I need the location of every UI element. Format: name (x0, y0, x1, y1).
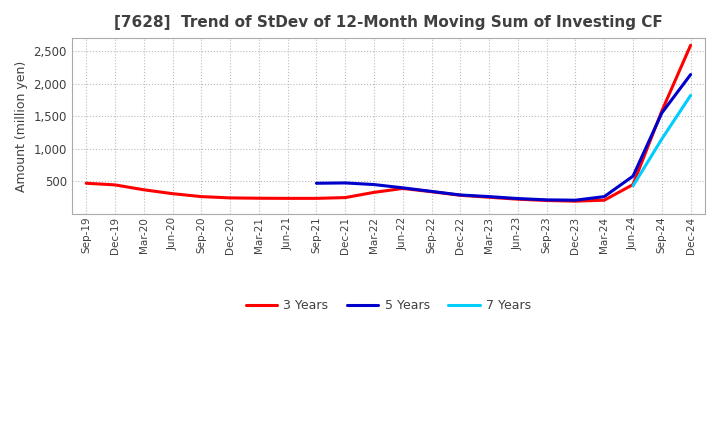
3 Years (284, 196, 292, 201)
5 Years (600, 194, 608, 199)
5 Years (369, 182, 378, 187)
5 Years (485, 194, 493, 199)
5 Years (657, 110, 666, 116)
7 Years (657, 136, 666, 142)
5 Years (542, 197, 551, 202)
3 Years (369, 190, 378, 195)
3 Years (341, 195, 349, 200)
5 Years (513, 196, 522, 201)
Y-axis label: Amount (million yen): Amount (million yen) (15, 60, 28, 191)
Line: 3 Years: 3 Years (86, 45, 690, 201)
Line: 7 Years: 7 Years (633, 95, 690, 186)
7 Years (686, 93, 695, 98)
Legend: 3 Years, 5 Years, 7 Years: 3 Years, 5 Years, 7 Years (240, 294, 536, 317)
3 Years (312, 196, 321, 201)
3 Years (657, 108, 666, 114)
3 Years (600, 198, 608, 203)
5 Years (312, 181, 321, 186)
3 Years (168, 191, 177, 196)
3 Years (197, 194, 206, 199)
5 Years (571, 198, 580, 203)
3 Years (398, 186, 407, 191)
3 Years (82, 181, 91, 186)
Title: [7628]  Trend of StDev of 12-Month Moving Sum of Investing CF: [7628] Trend of StDev of 12-Month Moving… (114, 15, 663, 30)
5 Years (686, 72, 695, 77)
3 Years (140, 187, 148, 192)
3 Years (255, 196, 264, 201)
5 Years (629, 173, 637, 179)
3 Years (485, 194, 493, 200)
5 Years (427, 189, 436, 194)
3 Years (111, 182, 120, 187)
3 Years (542, 198, 551, 203)
3 Years (513, 197, 522, 202)
3 Years (456, 193, 464, 198)
5 Years (341, 180, 349, 186)
7 Years (629, 183, 637, 188)
Line: 5 Years: 5 Years (317, 74, 690, 200)
3 Years (427, 189, 436, 194)
5 Years (398, 185, 407, 191)
3 Years (686, 43, 695, 48)
3 Years (571, 198, 580, 204)
5 Years (456, 192, 464, 198)
3 Years (629, 182, 637, 187)
3 Years (226, 195, 235, 201)
